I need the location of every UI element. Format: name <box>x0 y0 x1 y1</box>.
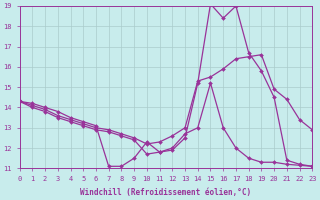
X-axis label: Windchill (Refroidissement éolien,°C): Windchill (Refroidissement éolien,°C) <box>80 188 252 197</box>
